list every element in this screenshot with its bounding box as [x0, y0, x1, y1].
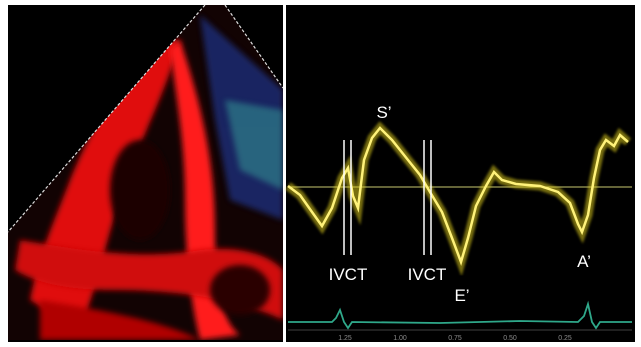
- sector-edge: [7, 4, 206, 233]
- time-tick-label: 0.75: [448, 335, 462, 342]
- divider: [283, 5, 286, 342]
- ivct-markers: [343, 140, 432, 255]
- e-prime-label: E’: [454, 286, 469, 305]
- a-prime-label: A’: [577, 252, 591, 271]
- doppler-trace: [287, 126, 629, 266]
- time-tick-label: 0.25: [558, 335, 572, 342]
- time-tick-label: 1.25: [338, 335, 352, 342]
- ecg-trace: [288, 300, 632, 330]
- s-prime-label: S’: [376, 103, 391, 122]
- time-tick-label: 0.50: [503, 335, 517, 342]
- sector-edge: [224, 4, 284, 89]
- ivct-label: IVCT: [329, 265, 368, 284]
- ivct-label: IVCT: [408, 265, 447, 284]
- time-tick-label: 1.00: [393, 335, 407, 342]
